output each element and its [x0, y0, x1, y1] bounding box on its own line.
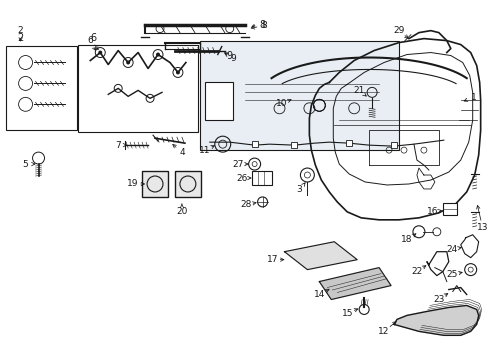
Bar — [78, 45, 198, 132]
Text: 6: 6 — [87, 36, 93, 45]
Text: 12: 12 — [378, 327, 389, 336]
Bar — [346, 140, 351, 146]
Text: 14: 14 — [313, 290, 325, 299]
Text: 15: 15 — [341, 309, 352, 318]
Text: 8: 8 — [259, 20, 265, 30]
Text: 25: 25 — [445, 270, 457, 279]
Text: 3: 3 — [296, 185, 302, 194]
Text: 26: 26 — [236, 174, 247, 183]
Text: 5: 5 — [22, 159, 28, 168]
Text: 13: 13 — [476, 223, 488, 232]
Text: 19: 19 — [127, 180, 139, 189]
Text: 20: 20 — [176, 207, 187, 216]
Text: 2: 2 — [18, 33, 24, 42]
Bar — [291, 142, 297, 148]
Text: 22: 22 — [410, 267, 422, 276]
Text: 9: 9 — [226, 50, 232, 60]
Bar — [175, 171, 201, 197]
Bar — [142, 171, 168, 197]
Text: 9: 9 — [230, 54, 236, 63]
Text: 6: 6 — [90, 33, 96, 42]
Text: 24: 24 — [445, 245, 456, 254]
Circle shape — [176, 71, 180, 75]
Circle shape — [126, 60, 130, 64]
Text: 21: 21 — [353, 86, 364, 95]
Text: 8: 8 — [261, 21, 267, 30]
Bar — [251, 141, 257, 147]
Text: 4: 4 — [179, 148, 184, 157]
Text: 28: 28 — [240, 201, 251, 210]
Text: 29: 29 — [392, 26, 404, 35]
Bar — [390, 142, 396, 148]
Text: 27: 27 — [231, 159, 243, 168]
Bar — [204, 82, 232, 120]
Polygon shape — [393, 306, 478, 336]
Polygon shape — [319, 267, 390, 300]
Polygon shape — [284, 242, 356, 270]
Text: 23: 23 — [432, 295, 444, 304]
Text: 7: 7 — [115, 141, 121, 150]
Text: 18: 18 — [400, 235, 412, 244]
Bar — [442, 203, 456, 215]
Circle shape — [156, 53, 160, 57]
Text: 16: 16 — [426, 207, 438, 216]
Circle shape — [98, 50, 102, 54]
Bar — [200, 41, 398, 150]
Bar — [6, 46, 77, 130]
Bar — [251, 171, 271, 185]
Text: 17: 17 — [266, 255, 278, 264]
Text: 1: 1 — [470, 93, 476, 102]
Text: 2: 2 — [18, 26, 23, 35]
Text: 10: 10 — [275, 99, 286, 108]
Text: 11: 11 — [199, 146, 210, 155]
